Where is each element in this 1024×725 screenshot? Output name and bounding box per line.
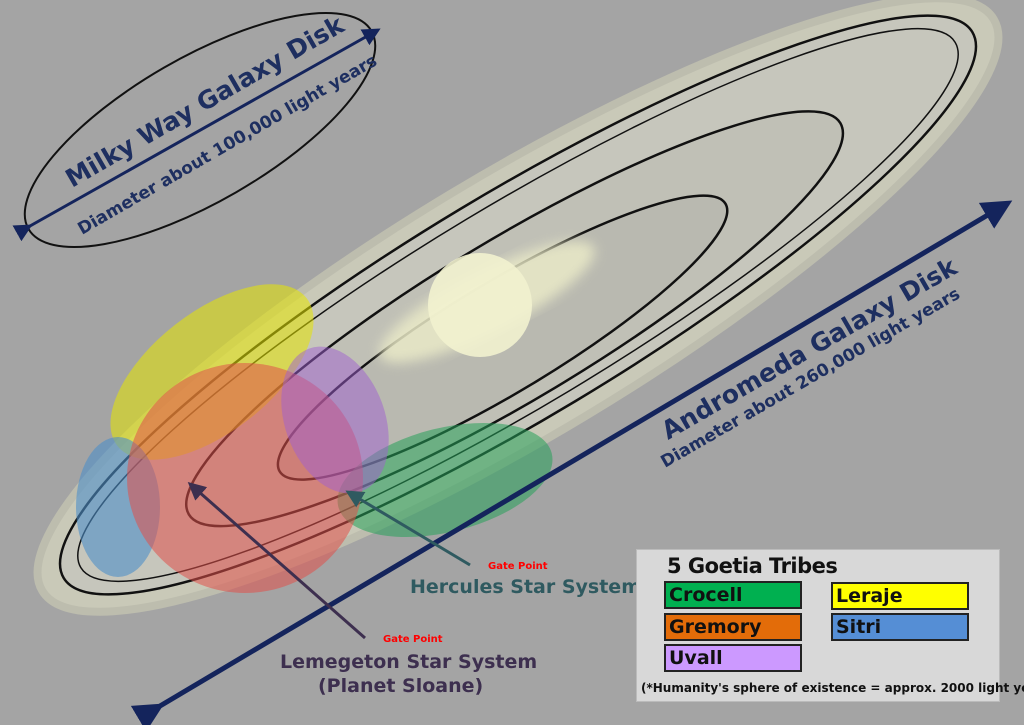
legend-item-gremory: Gremory xyxy=(664,613,802,641)
hercules-label: Hercules Star System xyxy=(410,576,641,598)
milky-way-diameter-arrow xyxy=(12,28,381,242)
lemegeton-pointer-arrow xyxy=(187,482,366,640)
legend: 5 Goetia Tribes Crocell Gremory Uvall Le… xyxy=(636,549,1024,702)
hercules-gate-label: Gate Point xyxy=(488,561,548,572)
andromeda-diameter-arrow xyxy=(130,200,1013,725)
legend-note: (*Humanity's sphere of existence = appro… xyxy=(641,681,1024,695)
lemegeton-gate-label: Gate Point xyxy=(383,634,443,645)
legend-item-uvall: Uvall xyxy=(664,644,802,672)
hercules-pointer-arrow xyxy=(345,490,471,567)
legend-item-crocell: Crocell xyxy=(664,581,802,609)
legend-item-sitri: Sitri xyxy=(831,613,969,641)
legend-title: 5 Goetia Tribes xyxy=(667,554,838,578)
lemegeton-sublabel: (Planet Sloane) xyxy=(318,675,483,697)
milky-way-outline xyxy=(23,12,377,248)
legend-item-leraje: Leraje xyxy=(831,582,969,610)
lemegeton-label: Lemegeton Star System xyxy=(280,651,537,673)
